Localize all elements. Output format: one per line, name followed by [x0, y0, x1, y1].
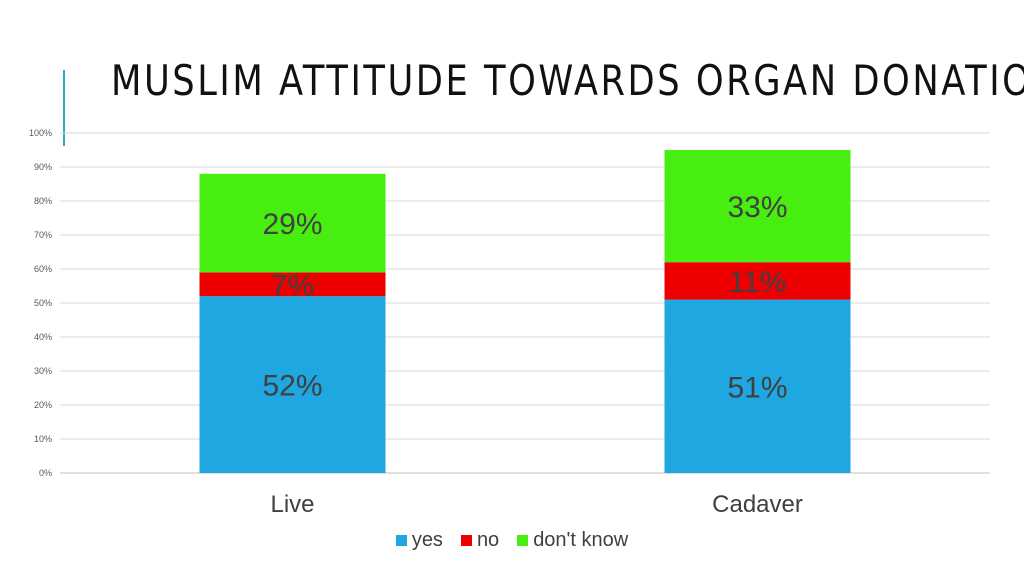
legend-item-no: no — [460, 529, 500, 552]
legend-swatch-yes — [395, 535, 407, 546]
data-label: 33% — [727, 191, 787, 224]
y-tick-label: 100% — [29, 128, 52, 138]
y-tick-label: 0% — [39, 468, 52, 478]
legend-label-no: no — [476, 529, 500, 551]
y-tick-label: 10% — [34, 434, 52, 444]
chart-legend: yes no don't know — [0, 529, 1024, 552]
data-label: 11% — [729, 266, 787, 299]
legend-label-yes: yes — [411, 529, 443, 551]
legend-swatch-no — [460, 535, 472, 546]
data-label: 29% — [262, 208, 322, 241]
legend-swatch-dont-know — [517, 535, 529, 546]
data-label: 52% — [262, 370, 322, 403]
y-tick-label: 70% — [34, 230, 52, 240]
data-label: 51% — [727, 371, 787, 404]
legend-item-dont-know: don't know — [517, 529, 628, 552]
y-tick-label: 80% — [34, 196, 52, 206]
legend-item-yes: yes — [395, 529, 443, 552]
bar-segment — [664, 150, 851, 263]
x-category-label: Cadaver — [712, 491, 803, 518]
y-tick-label: 50% — [34, 298, 52, 308]
x-category-label: Live — [270, 491, 314, 518]
bar-segment — [664, 299, 851, 473]
bar-segment — [199, 296, 386, 473]
accent-bar — [63, 70, 65, 146]
legend-label-dont-know: don't know — [533, 529, 629, 551]
y-tick-label: 30% — [34, 366, 52, 376]
bar-segment — [199, 272, 386, 297]
y-tick-label: 90% — [34, 162, 52, 172]
y-tick-label: 40% — [34, 332, 52, 342]
slide-title: MUSLIM ATTITUDE TOWARDS ORGAN DONATION — [111, 56, 1024, 105]
bar-segment — [199, 173, 386, 273]
data-label: 7% — [271, 269, 314, 302]
y-tick-label: 20% — [34, 400, 52, 410]
y-tick-label: 60% — [34, 264, 52, 274]
bar-segment — [664, 262, 851, 300]
